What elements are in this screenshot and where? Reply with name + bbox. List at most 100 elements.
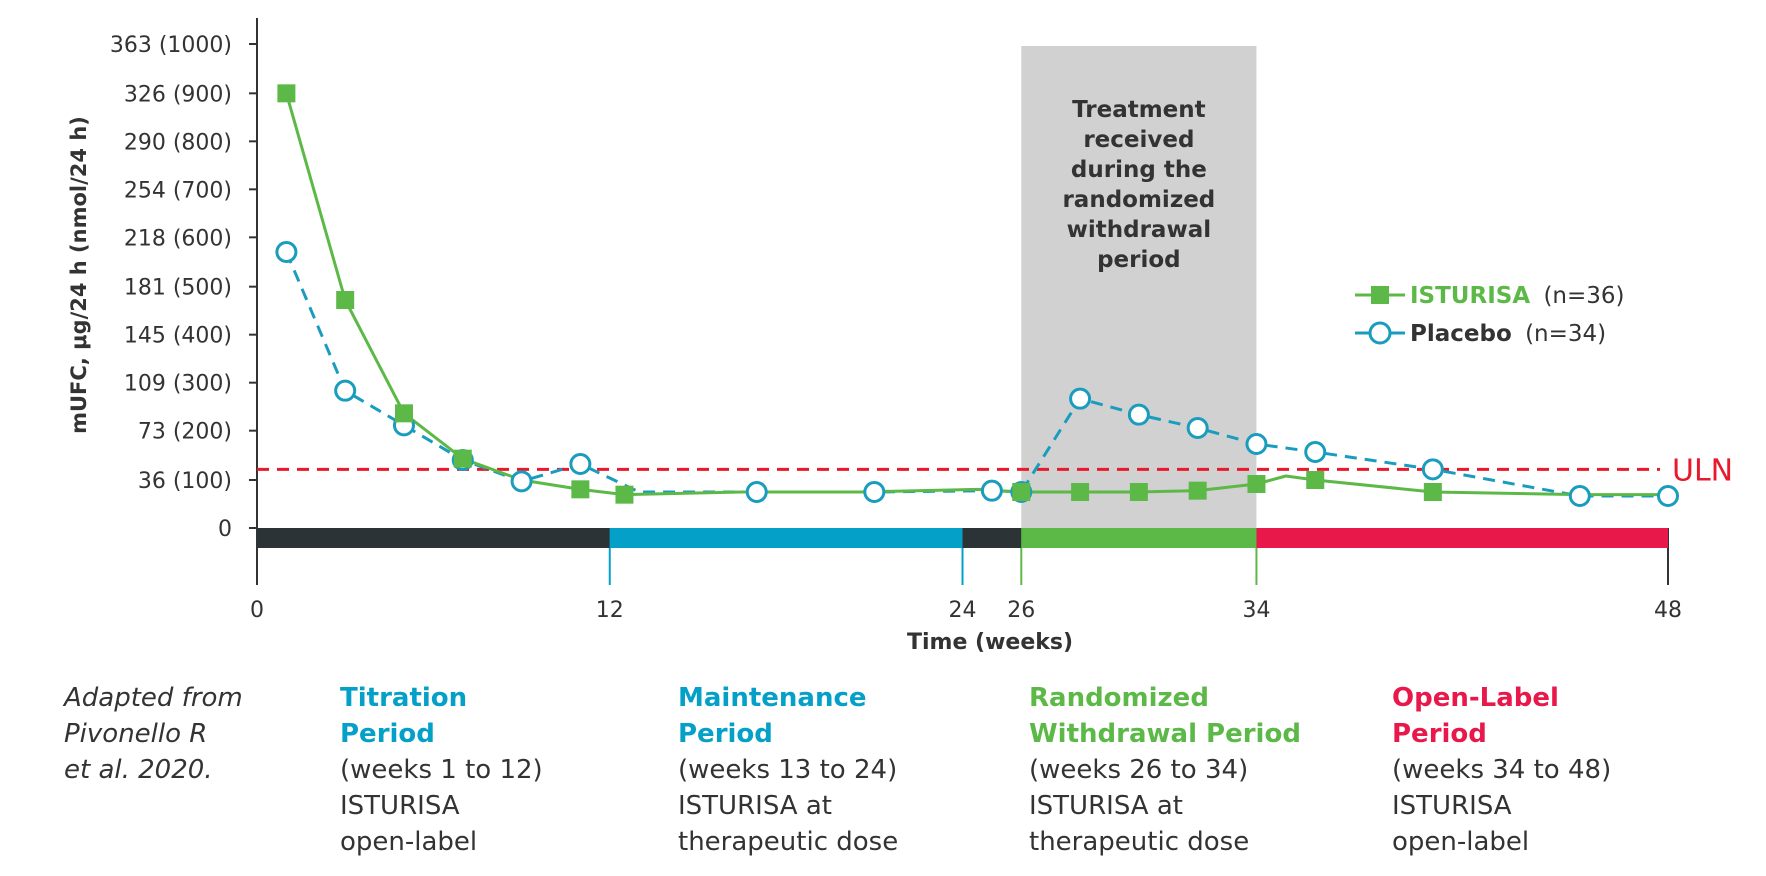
data-point-placebo xyxy=(510,470,533,493)
period-weeks: (weeks 13 to 24) xyxy=(678,755,898,785)
shaded-region-label: Treatment received during the randomized wit… xyxy=(1062,97,1215,273)
data-point-placebo xyxy=(1657,485,1679,507)
data-point-placebo xyxy=(1069,387,1092,410)
data-point-placebo xyxy=(745,481,768,503)
legend-placebo-n: (n=34) xyxy=(1525,321,1606,347)
phase-bar-segment xyxy=(257,528,610,548)
shaded-region-label-line: period xyxy=(1097,247,1181,273)
caption-line: Adapted from xyxy=(64,683,243,713)
period-open-label: Open-Label Period (weeks 34 to 48) ISTUR… xyxy=(1392,680,1611,860)
period-title: Maintenance xyxy=(678,683,867,713)
x-tick-label: 26 xyxy=(1007,598,1035,623)
data-point-isturisa xyxy=(1188,481,1207,500)
data-point-isturisa xyxy=(1423,483,1442,501)
y-tick-label: 254 (700) xyxy=(124,178,232,203)
data-point-isturisa xyxy=(1306,471,1325,489)
x-axis-label: Time (weeks) xyxy=(907,630,1073,655)
data-point-placebo xyxy=(1421,458,1444,481)
legend-placebo-marker xyxy=(1368,321,1392,345)
legend-placebo-name: Placebo xyxy=(1410,321,1512,347)
data-point-isturisa xyxy=(1129,483,1148,501)
y-tick-label: 326 (900) xyxy=(124,82,232,107)
legend-isturisa-label: ISTURISA (n=36) xyxy=(1410,283,1625,309)
period-title: Open-Label xyxy=(1392,683,1559,713)
data-point-placebo xyxy=(569,453,592,475)
uln-label: ULN xyxy=(1672,453,1733,488)
period-weeks: (weeks 26 to 34) xyxy=(1029,755,1249,785)
phase-bar xyxy=(257,528,1668,548)
shaded-region-label-line: during the xyxy=(1071,157,1207,183)
x-tick-label: 12 xyxy=(596,598,624,623)
x-tick-label: 34 xyxy=(1242,598,1270,623)
data-point-placebo xyxy=(275,241,298,263)
period-title: Period xyxy=(678,719,773,749)
data-point-isturisa xyxy=(571,480,590,499)
data-point-placebo xyxy=(1304,441,1327,463)
period-desc: ISTURISA xyxy=(1392,791,1512,821)
shaded-region-label-line: Treatment xyxy=(1072,97,1206,123)
period-title: Period xyxy=(340,719,435,749)
data-point-isturisa xyxy=(1071,483,1090,501)
period-title: Randomized xyxy=(1029,683,1209,713)
data-point-placebo xyxy=(1245,433,1268,455)
data-point-placebo xyxy=(1127,403,1150,426)
shaded-region-label-line: randomized xyxy=(1062,187,1215,213)
period-weeks: (weeks 1 to 12) xyxy=(340,755,543,785)
shaded-region-label-line: received xyxy=(1083,127,1194,153)
legend-isturisa-name: ISTURISA xyxy=(1410,283,1530,309)
period-maintenance: Maintenance Period (weeks 13 to 24) ISTU… xyxy=(678,680,898,860)
phase-bar-segment xyxy=(1021,528,1257,548)
period-desc: therapeutic dose xyxy=(1029,827,1250,857)
legend: ISTURISA (n=36) Placebo (n=34) xyxy=(1355,283,1625,347)
data-point-isturisa xyxy=(394,404,413,423)
data-point-isturisa xyxy=(277,84,296,103)
period-titration: Titration Period (weeks 1 to 12) ISTURIS… xyxy=(340,680,543,860)
y-tick-label: 145 (400) xyxy=(124,324,232,349)
period-title: Withdrawal Period xyxy=(1029,719,1301,749)
caption-line: Pivonello R xyxy=(64,719,208,749)
y-tick-label: 363 (1000) xyxy=(110,33,232,58)
phase-bar-segment xyxy=(962,528,1022,548)
y-tick-label: 290 (800) xyxy=(124,130,232,155)
data-point-placebo xyxy=(863,481,886,503)
data-point-placebo xyxy=(334,379,357,402)
period-weeks: (weeks 34 to 48) xyxy=(1392,755,1612,785)
period-desc: ISTURISA at xyxy=(1029,791,1183,821)
y-ticks: 0 36 (100) 73 (200) 109 (300) 145 (400) 181 (… xyxy=(110,33,257,542)
x-tick-label: 0 xyxy=(250,598,264,623)
data-point-isturisa xyxy=(615,485,634,504)
legend-isturisa-n: (n=36) xyxy=(1543,283,1624,309)
y-tick-label: 181 (500) xyxy=(124,276,232,301)
data-point-isturisa xyxy=(1247,475,1266,493)
legend-isturisa-marker xyxy=(1371,286,1389,304)
phase-bar-segment xyxy=(609,528,963,548)
source-caption: Adapted from Pivonello R et al. 2020. xyxy=(64,680,243,788)
period-title: Period xyxy=(1392,719,1487,749)
period-randomized-withdrawal: Randomized Withdrawal Period (weeks 26 t… xyxy=(1029,680,1301,860)
shaded-region-label-line: withdrawal xyxy=(1067,217,1211,243)
y-tick-label: 36 (100) xyxy=(138,469,232,494)
period-desc: ISTURISA at xyxy=(678,791,832,821)
y-tick-label: 73 (200) xyxy=(138,420,232,445)
y-tick-label: 109 (300) xyxy=(124,372,232,397)
data-point-placebo xyxy=(1186,417,1209,439)
period-desc: open-label xyxy=(1392,827,1530,857)
shaded-withdrawal-region xyxy=(1021,46,1257,528)
period-title: Titration xyxy=(340,683,468,713)
data-point-placebo xyxy=(1568,485,1591,507)
caption-line: et al. 2020. xyxy=(64,755,213,785)
x-tick-label: 24 xyxy=(949,598,977,623)
data-point-isturisa xyxy=(336,291,355,309)
legend-placebo-label: Placebo (n=34) xyxy=(1410,321,1606,347)
x-tick-label: 48 xyxy=(1654,598,1682,623)
data-point-placebo xyxy=(980,479,1003,502)
period-desc: therapeutic dose xyxy=(678,827,899,857)
y-axis-label: mUFC, μg/24 h (nmol/24 h) xyxy=(67,116,91,434)
y-tick-label: 0 xyxy=(218,517,232,542)
period-desc: open-label xyxy=(340,827,478,857)
y-tick-label: 218 (600) xyxy=(124,226,232,251)
period-desc: ISTURISA xyxy=(340,791,460,821)
data-point-isturisa xyxy=(453,449,472,468)
phase-bar-segment xyxy=(1256,528,1668,548)
